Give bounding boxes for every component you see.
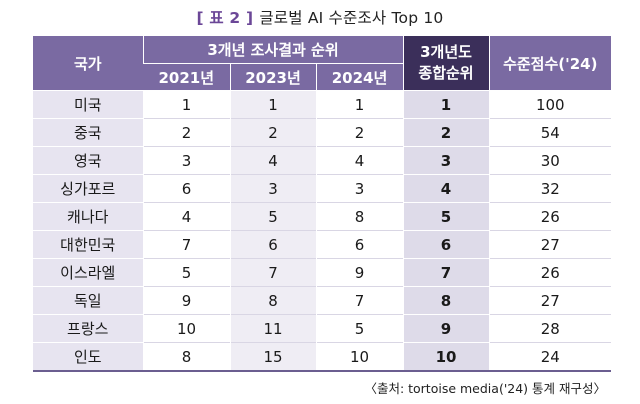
cell-country: 싱가포르 <box>33 174 143 203</box>
cell-overall-rank: 3 <box>402 146 490 175</box>
cell-rank-2021: 6 <box>142 174 230 203</box>
header-year-2023: 2023년 <box>229 63 316 91</box>
cell-rank-2024: 2 <box>315 118 404 147</box>
header-overall-rank-label: 3개년도 종합순위 <box>418 43 474 82</box>
cell-overall-rank: 9 <box>402 314 490 343</box>
table-row: 싱가포르 6 3 3 4 32 <box>33 174 612 203</box>
cell-score: 30 <box>488 146 612 175</box>
cell-rank-2021: 4 <box>142 202 230 231</box>
cell-rank-2023: 2 <box>229 118 316 147</box>
cell-country: 영국 <box>33 146 143 175</box>
cell-rank-2024: 4 <box>315 146 404 175</box>
cell-overall-rank: 7 <box>402 258 490 287</box>
table-number: [ 표 2 ] <box>196 9 254 27</box>
cell-country: 중국 <box>33 118 143 147</box>
table-row: 독일 9 8 7 8 27 <box>33 286 612 315</box>
cell-country: 대한민국 <box>33 230 143 259</box>
cell-overall-rank: 5 <box>402 202 490 231</box>
cell-rank-2021: 1 <box>142 90 230 119</box>
cell-score: 100 <box>488 90 612 119</box>
cell-rank-2024: 1 <box>315 90 404 119</box>
cell-rank-2023: 4 <box>229 146 316 175</box>
cell-score: 26 <box>488 258 612 287</box>
cell-rank-2021: 10 <box>142 314 230 343</box>
cell-rank-2021: 8 <box>142 342 230 371</box>
cell-rank-2023: 6 <box>229 230 316 259</box>
table-row: 이스라엘 5 7 9 7 26 <box>33 258 612 287</box>
cell-score: 28 <box>488 314 612 343</box>
cell-country: 미국 <box>33 90 143 119</box>
table-row: 캐나다 4 5 8 5 26 <box>33 202 612 231</box>
cell-country: 이스라엘 <box>33 258 143 287</box>
cell-country: 인도 <box>33 342 143 371</box>
cell-rank-2024: 10 <box>315 342 404 371</box>
cell-rank-2023: 11 <box>229 314 316 343</box>
cell-country: 독일 <box>33 286 143 315</box>
cell-rank-2023: 8 <box>229 286 316 315</box>
table-row: 미국 1 1 1 1 100 <box>33 90 612 119</box>
cell-score: 54 <box>488 118 612 147</box>
table-row: 영국 3 4 4 3 30 <box>33 146 612 175</box>
header-country: 국가 <box>33 36 143 91</box>
cell-rank-2023: 7 <box>229 258 316 287</box>
cell-rank-2021: 5 <box>142 258 230 287</box>
cell-rank-2021: 2 <box>142 118 230 147</box>
cell-rank-2024: 3 <box>315 174 404 203</box>
cell-overall-rank: 1 <box>402 90 490 119</box>
header-year-2021: 2021년 <box>143 63 230 91</box>
cell-score: 27 <box>488 230 612 259</box>
cell-rank-2021: 7 <box>142 230 230 259</box>
cell-rank-2024: 9 <box>315 258 404 287</box>
cell-overall-rank: 10 <box>402 342 490 371</box>
cell-rank-2023: 5 <box>229 202 316 231</box>
cell-overall-rank: 4 <box>402 174 490 203</box>
header-year-2024: 2024년 <box>315 63 404 91</box>
cell-country: 캐나다 <box>33 202 143 231</box>
table-row: 인도 8 15 10 10 24 <box>33 342 612 371</box>
cell-rank-2023: 1 <box>229 90 316 119</box>
cell-rank-2024: 7 <box>315 286 404 315</box>
cell-rank-2023: 15 <box>229 342 316 371</box>
table-title: 글로벌 AI 수준조사 Top 10 <box>259 9 444 27</box>
table-row: 대한민국 7 6 6 6 27 <box>33 230 612 259</box>
header-score: 수준점수('24) <box>488 36 612 91</box>
table-row: 중국 2 2 2 2 54 <box>33 118 612 147</box>
cell-rank-2023: 3 <box>229 174 316 203</box>
source-note: 〈출처: tortoise media('24) 통계 재구성〉 <box>364 381 606 396</box>
cell-score: 24 <box>488 342 612 371</box>
header-three-year-results: 3개년 조사결과 순위 <box>142 36 404 64</box>
cell-rank-2021: 3 <box>142 146 230 175</box>
cell-rank-2024: 5 <box>315 314 404 343</box>
cell-score: 32 <box>488 174 612 203</box>
cell-overall-rank: 2 <box>402 118 490 147</box>
table-caption: [ 표 2 ] 글로벌 AI 수준조사 Top 10 <box>0 6 640 28</box>
table-row: 프랑스 10 11 5 9 28 <box>33 314 612 343</box>
cell-country: 프랑스 <box>33 314 143 343</box>
table-body: 미국 1 1 1 1 100 중국 2 2 2 2 54 영국 3 4 4 3 30 싱가포르 6 3 3 4 32 캐나다 4 5… <box>33 90 612 371</box>
cell-rank-2024: 8 <box>315 202 404 231</box>
cell-score: 27 <box>488 286 612 315</box>
ai-ranking-table: 국가 3개년 조사결과 순위 3개년도 종합순위 수준점수('24) 2021년… <box>33 36 612 372</box>
cell-overall-rank: 6 <box>402 230 490 259</box>
cell-score: 26 <box>488 202 612 231</box>
header-overall-rank: 3개년도 종합순위 <box>402 36 490 91</box>
cell-overall-rank: 8 <box>402 286 490 315</box>
cell-rank-2024: 6 <box>315 230 404 259</box>
cell-rank-2021: 9 <box>142 286 230 315</box>
